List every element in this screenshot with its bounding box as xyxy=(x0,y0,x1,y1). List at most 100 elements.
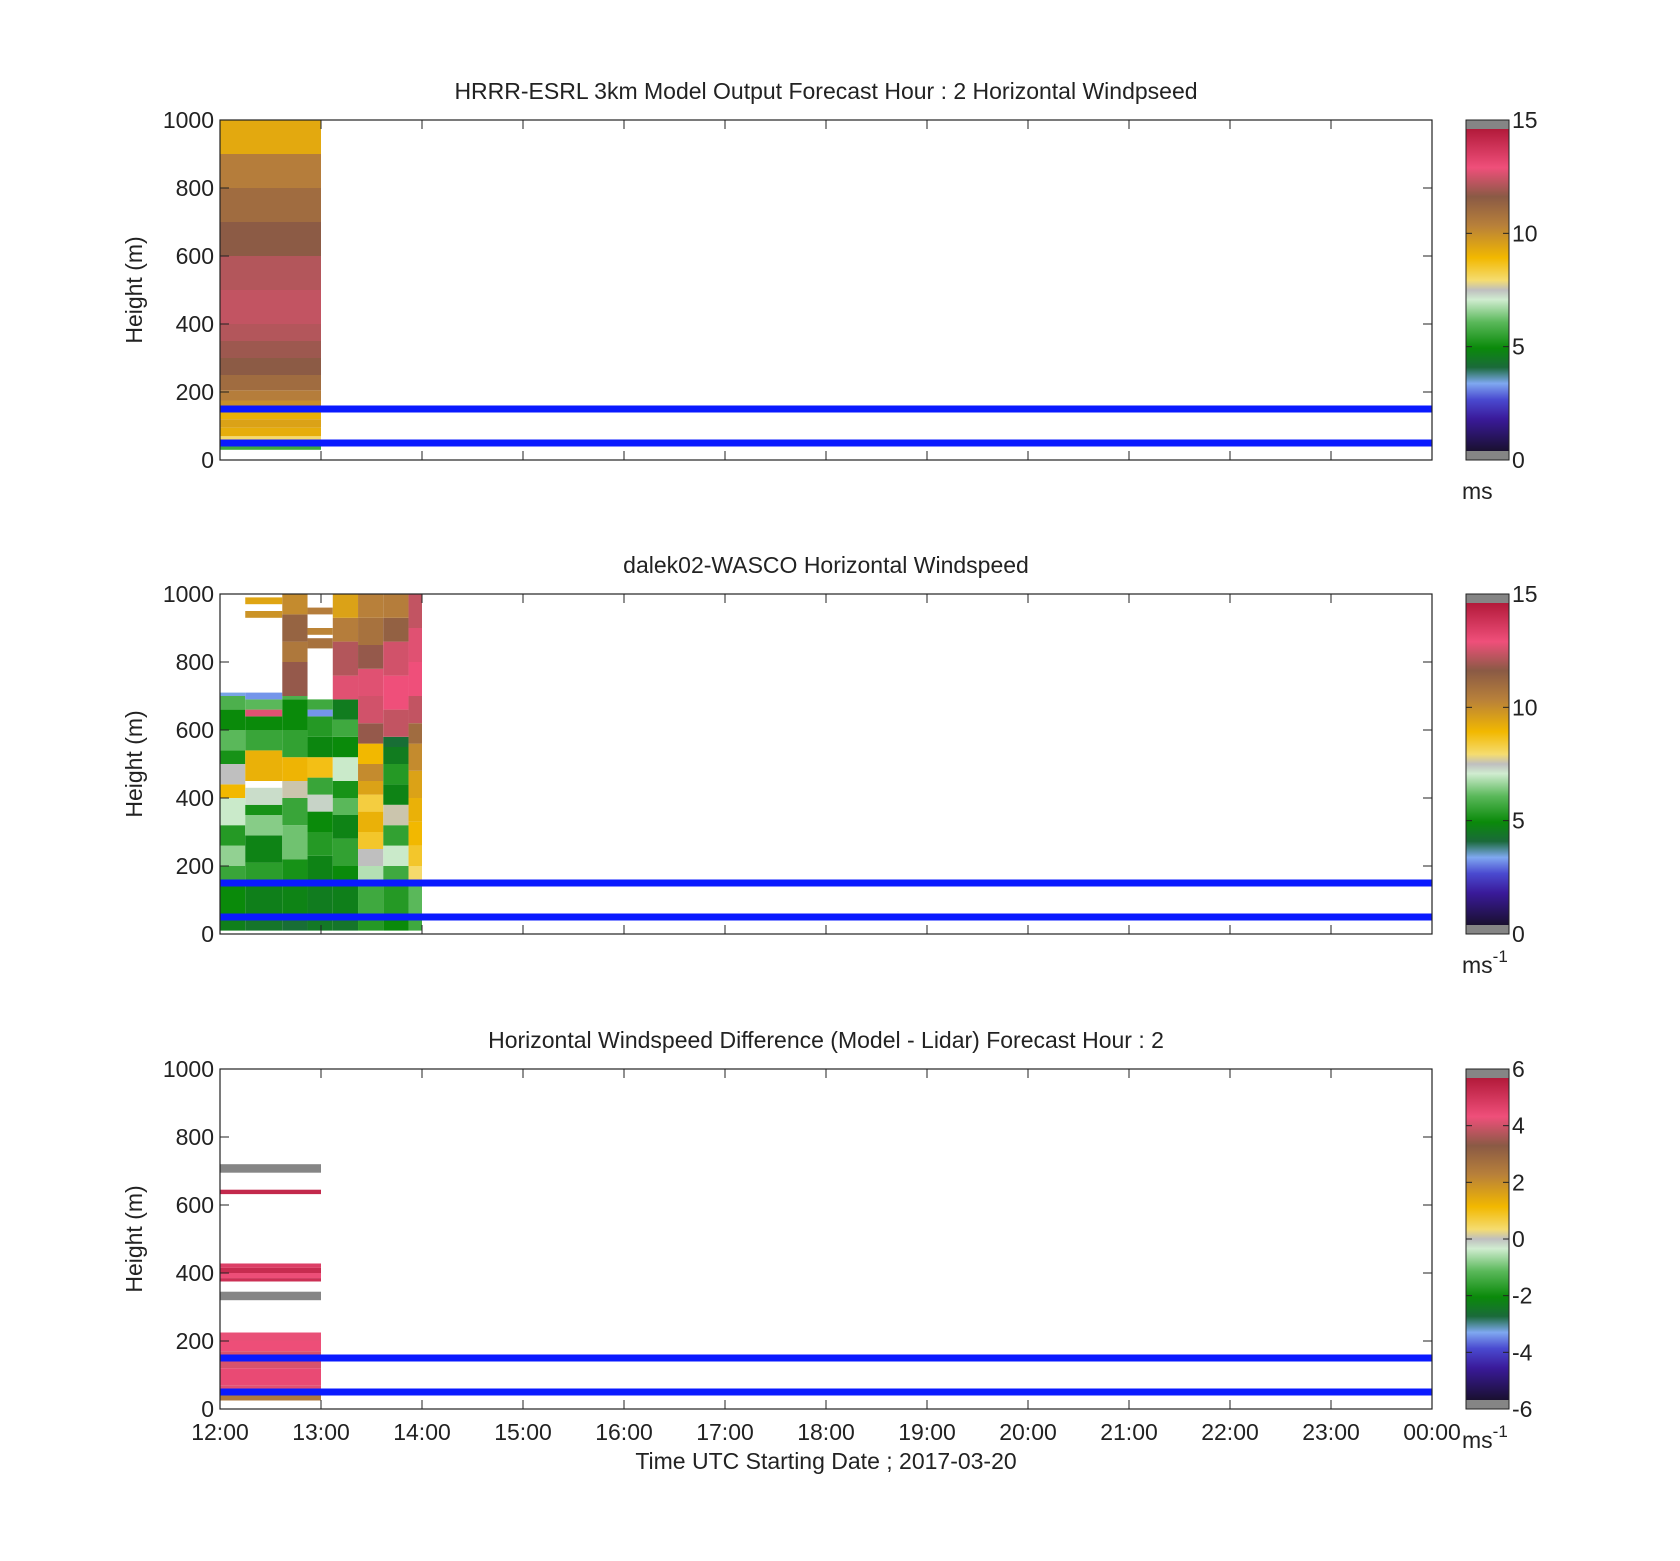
heatmap-cell xyxy=(307,628,333,635)
y-tick-label: 200 xyxy=(176,379,214,405)
colorbar-overflow-low xyxy=(1466,451,1509,460)
heatmap-cell xyxy=(332,781,359,798)
colorbar: 0 5 10 15 ms-1 xyxy=(1462,581,1538,978)
colorbar-tick-label: 4 xyxy=(1512,1113,1525,1139)
chart-title: HRRR-ESRL 3km Model Output Forecast Hour… xyxy=(454,78,1197,104)
heatmap-cell xyxy=(358,743,384,764)
heatmap-cell xyxy=(220,324,321,341)
y-tick-label: 800 xyxy=(176,649,214,675)
heatmap-cell xyxy=(220,784,246,798)
heatmap-cell xyxy=(332,617,359,642)
heatmap-cell xyxy=(383,709,409,737)
colorbar-overflow-low xyxy=(1466,925,1509,934)
heatmap-cell xyxy=(307,811,333,832)
heatmap-cell xyxy=(220,1291,321,1301)
colorbar-tick-label: -4 xyxy=(1512,1339,1533,1365)
heatmap-cell xyxy=(383,866,409,883)
colorbar-unit-base: ms xyxy=(1462,478,1493,504)
heatmap-cell xyxy=(383,784,409,805)
heatmap-cell xyxy=(220,1267,321,1273)
x-tick-label: 16:00 xyxy=(595,1419,653,1445)
y-axis-label: Height (m) xyxy=(121,710,147,817)
heatmap-cell xyxy=(307,709,333,717)
heatmap-cell xyxy=(220,188,321,222)
heatmap-cell xyxy=(307,736,333,758)
colorbar-tick-label: 5 xyxy=(1512,334,1525,360)
heatmap-cell xyxy=(307,638,333,649)
x-tick-label: 15:00 xyxy=(494,1419,552,1445)
heatmap-cell xyxy=(332,757,359,781)
heatmap-cell xyxy=(245,716,283,730)
heatmap-cell xyxy=(358,794,384,812)
heatmap-cell xyxy=(307,832,333,856)
y-tick-label: 0 xyxy=(201,447,214,473)
heatmap-cell xyxy=(220,696,246,710)
heatmap-cell xyxy=(383,641,409,676)
heatmap-cell xyxy=(220,154,321,188)
heatmap-cell xyxy=(383,617,409,642)
colorbar-frame xyxy=(1465,119,1510,461)
x-axis-label: Time UTC Starting Date ; 2017-03-20 xyxy=(635,1448,1016,1474)
y-tick-label: 400 xyxy=(176,785,214,811)
heatmap-cell xyxy=(332,719,359,737)
x-tick-label: 23:00 xyxy=(1302,1419,1360,1445)
heatmap-cell xyxy=(408,723,422,744)
heatmap-cell xyxy=(383,804,409,826)
x-tick-label: 17:00 xyxy=(696,1419,754,1445)
heatmap-cell xyxy=(408,798,422,822)
y-axis-label: Height (m) xyxy=(121,236,147,343)
heatmap-cell xyxy=(245,750,283,781)
heatmap-cell xyxy=(332,594,359,618)
heatmap-cell xyxy=(358,723,384,744)
heatmap-cell xyxy=(220,845,246,866)
heatmap-cell xyxy=(245,692,283,700)
heatmap-cell xyxy=(282,614,308,642)
heatmap-cell xyxy=(358,811,384,832)
colorbar-unit-exponent: -1 xyxy=(1493,947,1508,966)
heatmap-cell xyxy=(307,757,333,778)
heatmap-cell xyxy=(282,696,308,700)
colorbar-tick-label: -2 xyxy=(1512,1283,1532,1309)
x-tick-label: 12:00 xyxy=(191,1419,249,1445)
heatmap-cell xyxy=(332,736,359,758)
heatmap-cell xyxy=(332,641,359,676)
heatmap-cell xyxy=(220,798,246,826)
heatmap-cell xyxy=(220,222,321,256)
colorbar-tick-label: 10 xyxy=(1512,694,1538,720)
x-tick-label: 18:00 xyxy=(797,1419,855,1445)
y-tick-label: 0 xyxy=(201,1396,214,1422)
heatmap-cell xyxy=(220,692,246,696)
colorbar-tick-label: 10 xyxy=(1512,220,1538,246)
heatmap-cell xyxy=(282,662,308,696)
colorbar-frame xyxy=(1465,593,1510,935)
heatmap-cell xyxy=(358,832,384,849)
heatmap-cell xyxy=(245,787,283,805)
heatmap-cell xyxy=(282,730,308,758)
y-tick-label: 0 xyxy=(201,921,214,947)
y-tick-label: 800 xyxy=(176,1124,214,1150)
y-tick-label: 1000 xyxy=(163,1056,214,1082)
colorbar-tick-label: 0 xyxy=(1512,921,1525,947)
plot-area xyxy=(220,1069,1432,1409)
heatmap-cell xyxy=(220,341,321,358)
heatmap-cell xyxy=(220,1278,321,1282)
colorbar-overflow-high xyxy=(1466,594,1509,603)
colorbar: 0 5 10 15 ms xyxy=(1462,107,1538,504)
colorbar-tick-label: -6 xyxy=(1512,1396,1532,1422)
y-tick-label: 600 xyxy=(176,717,214,743)
heatmap-cell xyxy=(307,883,333,914)
heatmap-cell xyxy=(220,410,321,420)
heatmap-cell xyxy=(383,747,409,764)
heatmap-cell xyxy=(245,730,283,751)
colorbar-unit-base: ms xyxy=(1462,952,1493,978)
y-tick-label: 400 xyxy=(176,1260,214,1286)
chart-title: dalek02-WASCO Horizontal Windspeed xyxy=(623,552,1029,578)
heatmap-cell xyxy=(282,781,308,798)
panel-3: 12:00 13:00 14:00 15:00 16:00 17:00 18:00 19:00… xyxy=(121,1027,1533,1474)
x-tick-label: 13:00 xyxy=(292,1419,350,1445)
heatmap-cell xyxy=(408,594,422,628)
heatmap-cell xyxy=(332,798,359,815)
heatmap-cell xyxy=(220,730,246,751)
heatmap-cell xyxy=(220,764,246,785)
